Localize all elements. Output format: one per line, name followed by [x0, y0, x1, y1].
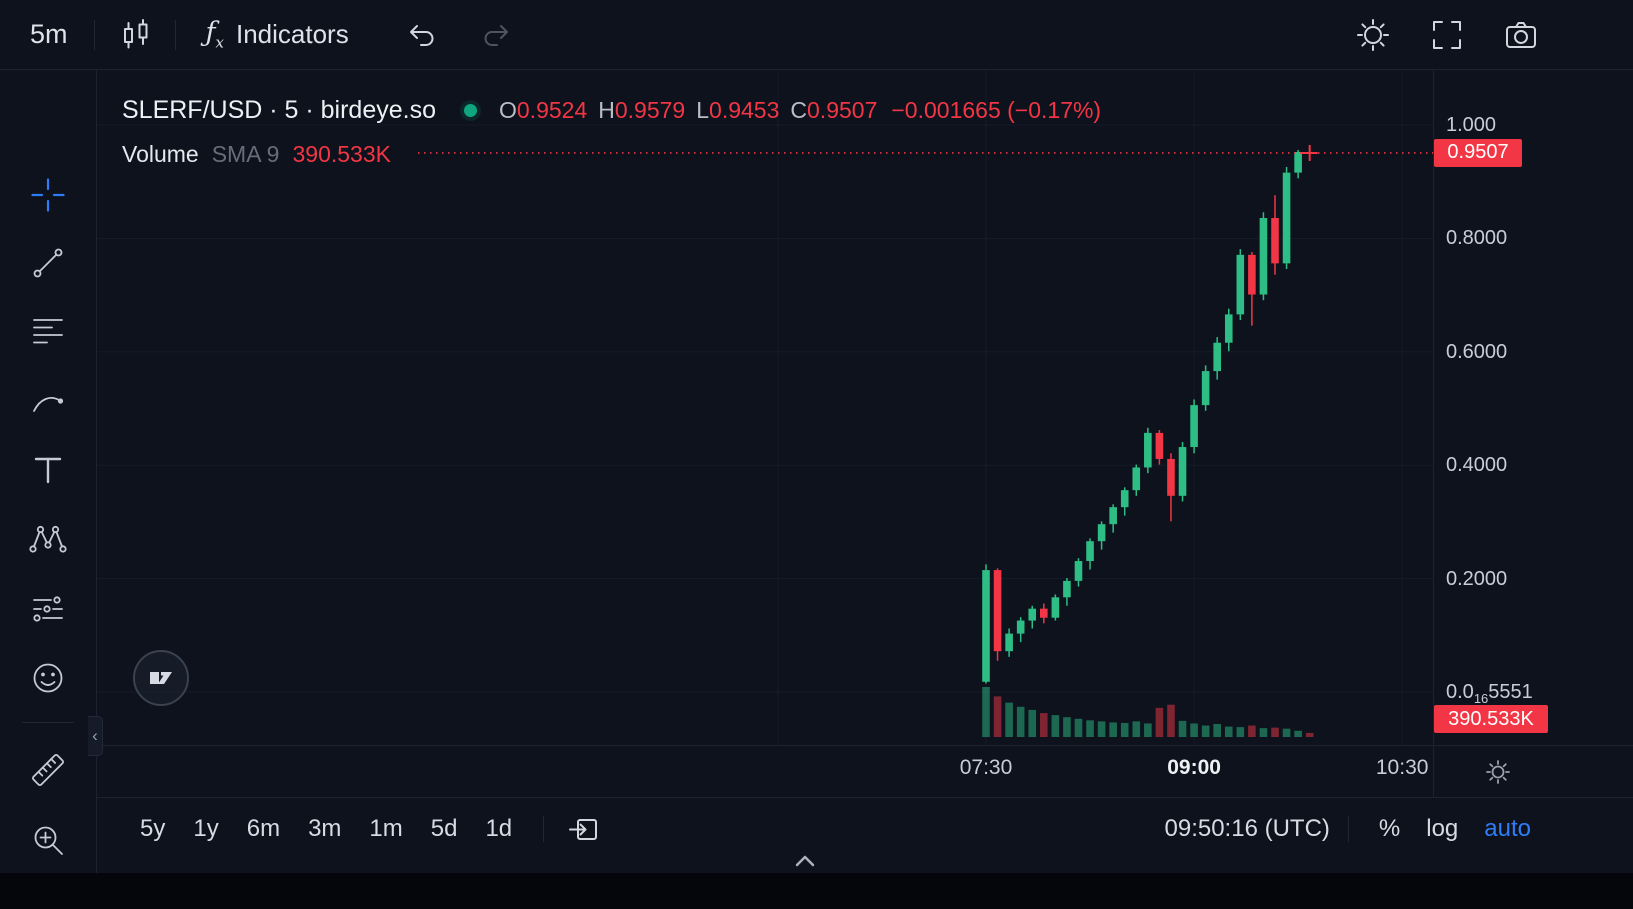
- market-status-dot[interactable]: [464, 104, 477, 117]
- undo-button[interactable]: [397, 11, 445, 59]
- price-tick-label: 0.2000: [1446, 567, 1508, 590]
- time-axis[interactable]: 07:30 09:00 10:30: [97, 745, 1633, 797]
- tool-forecast-button[interactable]: [26, 587, 70, 631]
- price-tick-label: 0.6000: [1446, 340, 1508, 363]
- redo-button[interactable]: [473, 11, 521, 59]
- tradingview-logo[interactable]: [133, 650, 189, 706]
- volume-legend: Volume SMA 9 390.533K: [122, 141, 391, 168]
- toolbar-divider: [93, 19, 95, 50]
- tool-text-button[interactable]: [26, 448, 70, 492]
- volume-value: 390.533K: [292, 141, 391, 167]
- tool-crosshair-button[interactable]: [26, 173, 70, 217]
- collapse-left-toolbar-handle[interactable]: ‹: [88, 716, 103, 756]
- range-3m-button[interactable]: 3m: [295, 809, 354, 849]
- time-tick-label: 07:30: [959, 756, 1013, 779]
- candlestick-style-icon: [123, 18, 148, 48]
- zoom-in-icon: [34, 826, 63, 855]
- price-tick-label: 0.4000: [1446, 454, 1508, 477]
- indicators-button[interactable]: ƒx Indicators: [192, 11, 363, 59]
- crosshair-icon: [31, 178, 65, 212]
- ruler-icon: [32, 754, 64, 786]
- tool-trend-line-button[interactable]: [26, 241, 70, 285]
- tool-emoji-button[interactable]: [26, 656, 70, 700]
- go-to-date-button[interactable]: [562, 809, 606, 849]
- xabcd-pattern-icon: [29, 525, 67, 553]
- chevron-up-icon: [795, 855, 815, 867]
- toolbar-divider: [1347, 815, 1349, 842]
- camera-icon: [1506, 21, 1536, 48]
- ohlc-close: C0.9507: [790, 97, 878, 123]
- volume-sma-label: SMA 9: [211, 141, 280, 167]
- clock-utc[interactable]: 09:50:16 (UTC): [1164, 814, 1330, 842]
- fx-icon: ƒx: [205, 17, 224, 52]
- top-toolbar: 5m ƒx Indicators: [0, 0, 1633, 70]
- price-change: −0.001665 (−0.17%): [891, 97, 1102, 123]
- price-tick-label: 0.8000: [1446, 227, 1508, 250]
- tool-ruler-button[interactable]: [26, 748, 70, 792]
- trend-line-icon: [33, 248, 63, 278]
- range-1d-button[interactable]: 1d: [472, 809, 525, 849]
- symbol-title[interactable]: SLERF/USD · 5 · birdeye.so: [122, 96, 436, 124]
- go-to-date-icon: [569, 818, 598, 840]
- range-6m-button[interactable]: 6m: [234, 809, 293, 849]
- tool-fib-retracement-button[interactable]: [26, 309, 70, 353]
- price-axis-divider: [1433, 70, 1434, 797]
- indicators-label: Indicators: [235, 19, 349, 49]
- bottom-toolbar: 5y 1y 6m 3m 1m 5d 1d 09:50:16 (UTC) % lo…: [97, 797, 1633, 859]
- topbar-right-group: [1349, 11, 1613, 59]
- interval-button[interactable]: 5m: [20, 11, 78, 59]
- emoji-icon: [33, 663, 63, 693]
- volume-badge: 390.533K: [1434, 705, 1548, 733]
- time-tick-label: 09:00: [1167, 756, 1221, 779]
- tool-zoom-in-button[interactable]: [26, 818, 70, 862]
- fib-retracement-icon: [33, 319, 63, 344]
- expand-bottom-panel-handle[interactable]: [791, 851, 819, 871]
- ohlc-values: O0.9524 H0.9579 L0.9453 C0.9507 −0.00166…: [499, 97, 1101, 124]
- range-5d-button[interactable]: 5d: [418, 809, 471, 849]
- redo-icon: [484, 24, 508, 46]
- fullscreen-button[interactable]: [1423, 11, 1471, 59]
- undo-icon: [409, 24, 434, 46]
- ohlc-open: O0.9524: [499, 97, 588, 123]
- chart-style-button[interactable]: [111, 11, 159, 59]
- tradingview-logo-icon: [150, 672, 172, 684]
- gear-icon: [1357, 18, 1389, 51]
- timezone-settings-button[interactable]: [1483, 757, 1513, 787]
- toolbar-divider: [22, 722, 74, 723]
- range-5y-button[interactable]: 5y: [127, 809, 178, 849]
- brush-icon: [33, 397, 64, 412]
- snapshot-button[interactable]: [1497, 11, 1545, 59]
- settings-button[interactable]: [1349, 11, 1397, 59]
- time-tick-label: 10:30: [1375, 756, 1429, 779]
- timezone-gear-icon: [1486, 760, 1510, 784]
- toolbar-divider: [543, 815, 545, 842]
- ohlc-high: H0.9579: [598, 97, 686, 123]
- last-price-badge: 0.9507: [1434, 138, 1522, 167]
- chart-legend: SLERF/USD · 5 · birdeye.so O0.9524 H0.95…: [122, 96, 1101, 125]
- forecast-icon: [33, 596, 63, 622]
- price-axis[interactable]: 1.000 0.8000 0.6000 0.4000 0.2000 0.0165551: [1434, 70, 1633, 797]
- log-scale-button[interactable]: log: [1414, 809, 1470, 849]
- auto-scale-button[interactable]: auto: [1472, 809, 1543, 849]
- text-tool-icon: [34, 457, 62, 484]
- drawing-toolbar: [0, 70, 97, 909]
- fullscreen-icon: [1433, 20, 1461, 49]
- price-tick-label: 1.000: [1446, 114, 1497, 136]
- range-1m-button[interactable]: 1m: [356, 809, 415, 849]
- ohlc-low: L0.9453: [696, 97, 780, 123]
- volume-label: Volume: [122, 141, 199, 167]
- range-1y-button[interactable]: 1y: [180, 809, 231, 849]
- viewport-edge: [0, 873, 1633, 909]
- price-chart[interactable]: [97, 70, 1633, 746]
- tool-brush-button[interactable]: [26, 381, 70, 425]
- price-tick-label: 0.0165551: [1446, 681, 1533, 706]
- tool-xabcd-pattern-button[interactable]: [26, 517, 70, 561]
- toolbar-divider: [174, 19, 176, 50]
- percent-scale-button[interactable]: %: [1367, 809, 1412, 849]
